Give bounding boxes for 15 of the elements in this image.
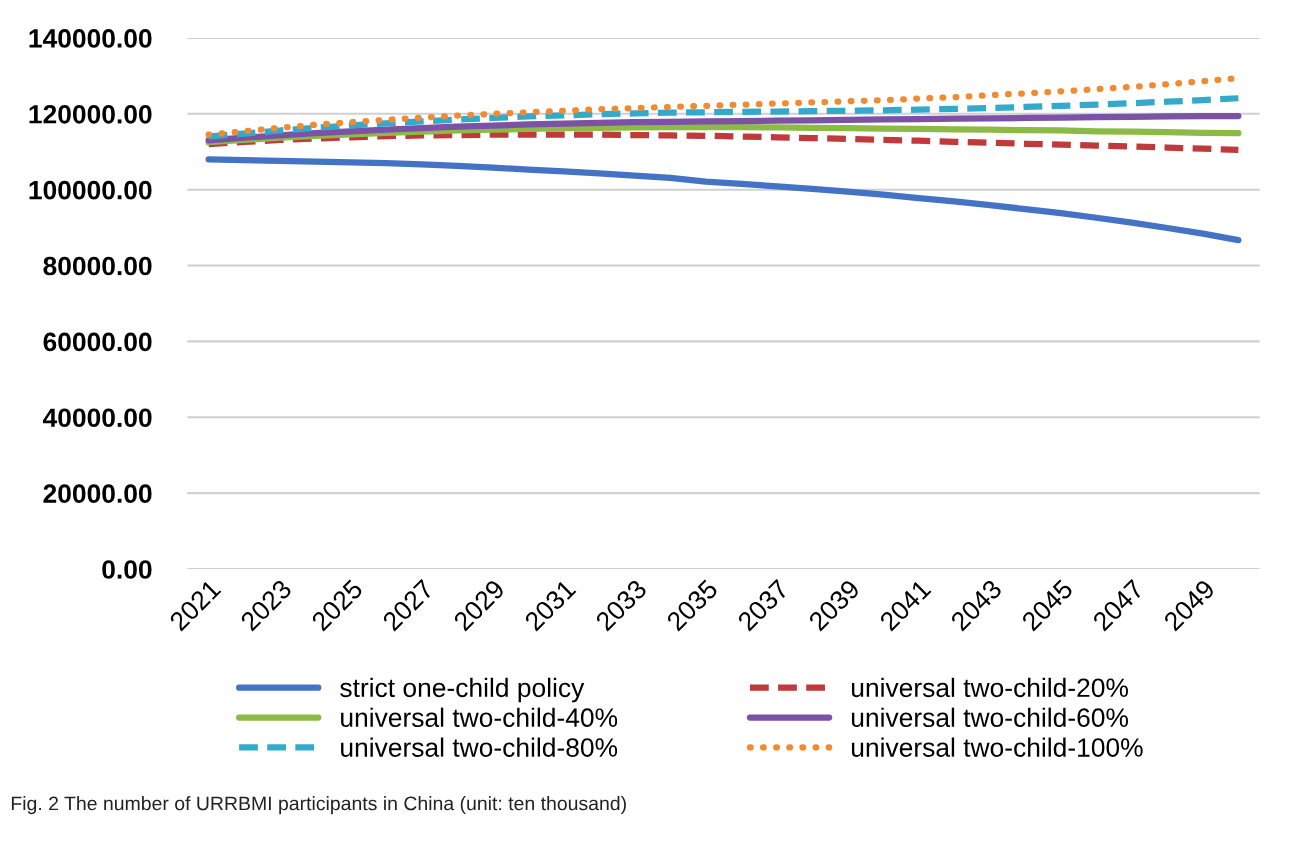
y-tick-label: 0.00	[102, 560, 152, 579]
legend-label: universal two-child-60%	[851, 707, 1128, 728]
legend-label: universal two-child-100%	[851, 737, 1143, 757]
y-tick-label: 100000.00	[29, 180, 152, 200]
legend-label: universal two-child-40%	[341, 707, 618, 728]
y-tick-label: 140000.00	[29, 29, 152, 48]
legend-label: universal two-child-80%	[341, 737, 618, 757]
legend-label: strict one-child policy	[340, 677, 585, 703]
y-tick-label: 120000.00	[29, 104, 152, 124]
y-tick-label: 40000.00	[42, 408, 152, 428]
y-tick-label: 20000.00	[43, 484, 152, 503]
y-tick-label: 80000.00	[43, 256, 152, 276]
y-tick-label: 60000.00	[43, 332, 152, 352]
legend-label: universal two-child-20%	[851, 677, 1128, 698]
caption: Fig. 2 The number of URRBMI participants in China (unit: ten thousand)	[11, 796, 626, 815]
